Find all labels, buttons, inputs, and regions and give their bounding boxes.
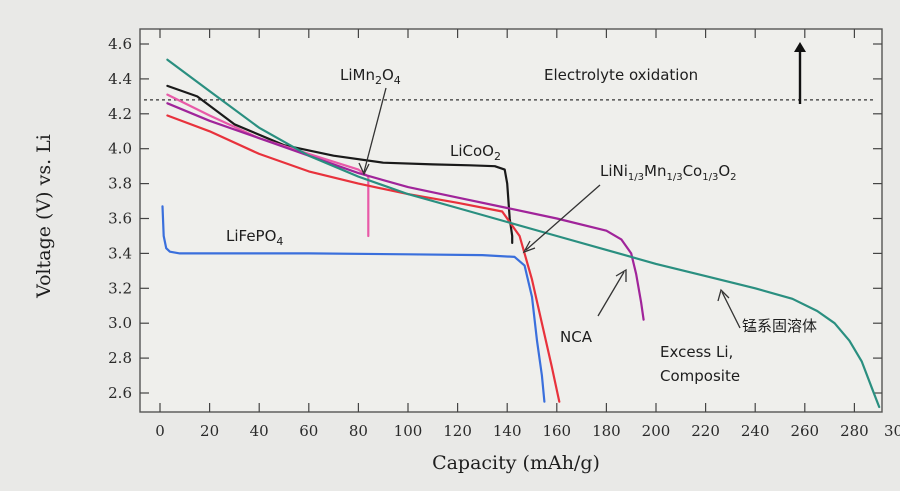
y-tick-label: 2.6 xyxy=(108,384,132,402)
y-tick-labels: 2.6 2.8 3.0 3.2 3.4 3.6 3.8 4.0 4.2 4.4 4.6 xyxy=(108,35,132,402)
x-tick-label: 120 xyxy=(443,422,472,440)
x-tick-label: 160 xyxy=(542,422,571,440)
label-composite: Composite xyxy=(660,367,740,385)
x-tick-labels: 0 20 40 60 80 100 120 140 160 180 200 220 240 260 280 3… xyxy=(155,422,900,440)
x-tick-label: 200 xyxy=(642,422,671,440)
composite-arrow-head xyxy=(717,288,730,302)
series-lines xyxy=(161,58,881,409)
series-line-nmc xyxy=(166,102,645,321)
y-tick-label: 4.6 xyxy=(108,35,132,53)
x-tick-label: 100 xyxy=(394,422,423,440)
label-limn2o4: LiMn2O4 xyxy=(340,66,401,87)
composite-arrow xyxy=(721,291,741,329)
x-tick-label: 240 xyxy=(741,422,770,440)
x-axis-title: Capacity (mAh/g) xyxy=(432,452,600,474)
label-licoo2: LiCoO2 xyxy=(450,142,501,163)
nca-arrow-head xyxy=(615,268,627,282)
label-excess-li: Excess Li, xyxy=(660,343,733,361)
y-tick-label: 2.8 xyxy=(108,349,132,367)
label-chinese: 锰系固溶体 xyxy=(742,317,817,335)
nca-arrow xyxy=(597,271,625,317)
nmc-arrow-head xyxy=(522,240,536,254)
label-lifepo4: LiFePO4 xyxy=(226,227,283,248)
y-tick-label: 3.8 xyxy=(108,175,132,193)
y-tick-label: 4.4 xyxy=(108,70,132,88)
series-line-lifepo4 xyxy=(161,205,546,403)
series-line-excess-li-composite xyxy=(166,58,881,409)
y-tick-label: 3.4 xyxy=(108,244,132,262)
nmc-arrow xyxy=(525,184,601,251)
label-nmc: LiNi1/3Mn1/3Co1/3O2 xyxy=(600,162,737,183)
x-tick-label: 20 xyxy=(200,422,219,440)
limn2o4-arrow xyxy=(363,87,387,173)
y-tick-label: 3.2 xyxy=(108,279,132,297)
x-tick-label: 40 xyxy=(250,422,269,440)
tick-marks xyxy=(140,29,882,412)
series-line-licoo2 xyxy=(166,84,514,244)
y-tick-label: 3.6 xyxy=(108,210,132,228)
y-tick-label: 3.0 xyxy=(108,314,132,332)
x-tick-label: 60 xyxy=(299,422,318,440)
x-tick-label: 80 xyxy=(349,422,368,440)
x-tick-label: 0 xyxy=(155,422,165,440)
x-tick-label: 220 xyxy=(691,422,720,440)
x-tick-label: 300 xyxy=(884,422,900,440)
label-nca: NCA xyxy=(560,328,593,346)
limn2o4-arrow-head xyxy=(358,162,370,176)
series-line-nca xyxy=(166,114,561,403)
electrolyte-oxidation-label: Electrolyte oxidation xyxy=(544,66,698,84)
annotation-arrows xyxy=(358,87,741,329)
y-tick-label: 4.2 xyxy=(108,105,132,123)
oxidation-arrow-head xyxy=(794,42,806,52)
x-tick-label: 180 xyxy=(592,422,621,440)
y-axis-title: Voltage (V) vs. Li xyxy=(33,134,55,299)
x-tick-label: 260 xyxy=(790,422,819,440)
x-tick-label: 140 xyxy=(493,422,522,440)
x-tick-label: 280 xyxy=(840,422,869,440)
y-tick-label: 4.0 xyxy=(108,140,132,158)
